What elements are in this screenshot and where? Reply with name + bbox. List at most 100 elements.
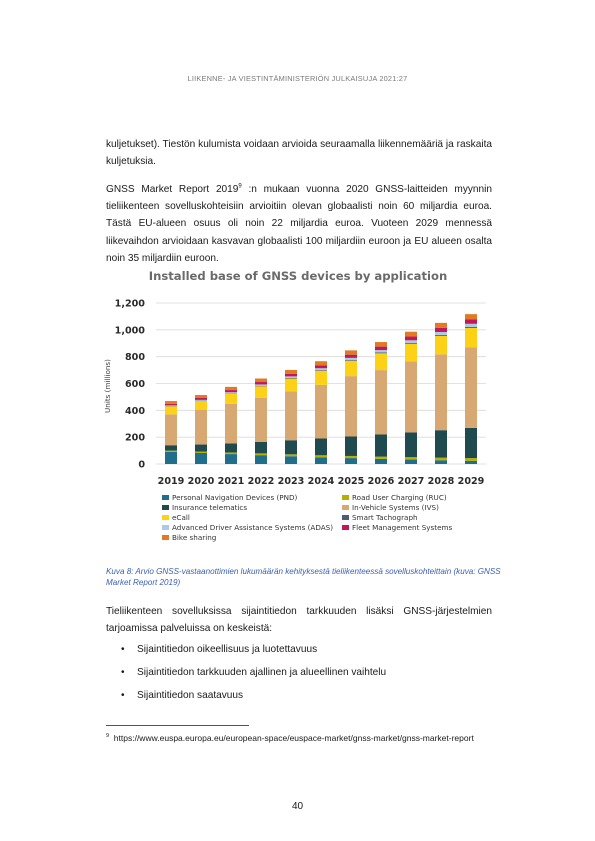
legend-swatch: [162, 535, 169, 540]
legend-swatch: [162, 495, 169, 500]
bar-segment: [435, 335, 447, 355]
bar-segment: [255, 386, 267, 398]
bar-segment: [315, 365, 327, 369]
bar-segment: [165, 401, 177, 404]
footnote-divider: [106, 725, 249, 726]
bar-segment: [435, 322, 447, 328]
footnote-reference[interactable]: 9: [238, 183, 242, 190]
legend-swatch: [342, 505, 349, 510]
x-tick-label: 2019: [158, 476, 185, 487]
figure-caption: Kuva 8: Arvio GNSS-vastaanottimien lukum…: [106, 567, 501, 587]
bar-segment: [195, 452, 207, 464]
list-item: • Sijaintitiedon tarkkuuden ajallinen ja …: [106, 666, 496, 689]
bar-segment: [465, 327, 477, 348]
bar-segment: [405, 342, 417, 344]
x-tick-label: 2023: [278, 476, 305, 487]
legend-swatch: [342, 515, 349, 520]
list-item: • Sijaintitiedon oikeellisuus ja luotetta…: [106, 643, 496, 666]
footnote-number: 9: [106, 733, 110, 739]
bar-segment: [315, 455, 327, 458]
bar-segment: [225, 452, 237, 455]
legend-swatch: [162, 505, 169, 510]
page-number: 40: [291, 801, 304, 812]
bar-segment: [165, 403, 177, 406]
bar-segment: [315, 370, 327, 371]
bar-segment: [375, 342, 387, 347]
bar-segment: [165, 445, 177, 451]
bar-segment: [255, 397, 267, 442]
legend-swatch: [342, 495, 349, 500]
x-tick-label: 2021: [218, 476, 245, 487]
bar-segment: [345, 376, 357, 437]
bar-segment: [195, 401, 207, 410]
chart-bars: [165, 314, 477, 464]
bar-segment: [255, 384, 267, 386]
bar-segment: [375, 353, 387, 371]
bar-segment: [405, 457, 417, 460]
gnss-installed-base-chart: Installed base of GNSS devices by applic…: [103, 269, 486, 542]
list-item-text: Sijaintitiedon saatavuus: [137, 690, 244, 701]
bar-segment: [345, 354, 357, 358]
paragraph-key-services: Tieliikenteen sovelluksissa sijaintitied…: [106, 606, 492, 635]
bar-segment: [165, 451, 177, 464]
bar-segment: [285, 377, 297, 379]
chart-gridlines: [156, 302, 486, 465]
chart-x-ticks: 2019 2020 2021 2022 2023 2024 2025 2026 2027 2028…: [158, 476, 485, 487]
bar-segment: [165, 414, 177, 446]
bar-segment: [165, 405, 177, 407]
bar-segment: [345, 350, 357, 355]
y-tick-label: 200: [125, 433, 145, 444]
footnote: 9 https://www.euspa.europa.eu/european-s…: [106, 731, 486, 744]
legend-label: In-Vehicle Systems (IVS): [352, 503, 439, 512]
bar-segment: [405, 459, 417, 464]
bar-segment: [225, 392, 237, 394]
bar-segment: [225, 390, 237, 393]
bar-segment: [225, 403, 237, 444]
y-tick-label: 0: [138, 460, 145, 471]
bar-segment: [195, 397, 207, 400]
bar-segment: [255, 453, 267, 456]
bar-segment: [435, 460, 447, 464]
bar-segment: [285, 440, 297, 455]
bar-segment: [405, 361, 417, 433]
bar-segment: [165, 406, 177, 415]
bar-segment: [315, 438, 327, 456]
bar-segment: [195, 395, 207, 398]
legend-label: Smart Tachograph: [352, 513, 418, 522]
bar-segment: [375, 370, 387, 435]
x-tick-label: 2027: [398, 476, 425, 487]
bar-segment: [435, 430, 447, 458]
bar-segment: [375, 346, 387, 351]
bar-segment: [225, 393, 237, 404]
x-tick-label: 2020: [188, 476, 215, 487]
bar-segment: [195, 409, 207, 445]
bar-segment: [465, 458, 477, 461]
key-requirements-list: • Sijaintitiedon oikeellisuus ja luotetta…: [106, 643, 496, 712]
bar-segment: [375, 350, 387, 353]
paragraph-gnss-market-body: :n mukaan vuonna 2020 GNSS-laitteiden my…: [106, 184, 492, 264]
legend-label: Fleet Management Systems: [352, 523, 453, 532]
y-tick-label: 1,200: [115, 299, 146, 310]
bar-segment: [345, 360, 357, 377]
bar-segment: [255, 382, 267, 385]
bar-segment: [435, 334, 447, 336]
bar-segment: [285, 376, 297, 378]
paragraph-road-wear: kuljetukset). Tiestön kulumista voidaan …: [106, 139, 492, 168]
bar-segment: [285, 456, 297, 464]
bar-segment: [405, 336, 417, 341]
x-tick-label: 2026: [368, 476, 395, 487]
bar-segment: [375, 352, 387, 354]
bar-segment: [375, 458, 387, 464]
bar-segment: [465, 323, 477, 328]
chart-legend: Personal Navigation Devices (PND) Road Us…: [162, 493, 453, 542]
chart-y-axis-label: Units (millions): [103, 359, 112, 413]
footnote-link[interactable]: https://www.euspa.europa.eu/european-spa…: [113, 732, 474, 743]
list-item-text: Sijaintitiedon oikeellisuus ja luotettav…: [137, 644, 318, 655]
bar-segment: [285, 373, 297, 377]
x-tick-label: 2022: [248, 476, 275, 487]
bar-segment: [465, 319, 477, 324]
bar-segment: [345, 455, 357, 459]
y-tick-label: 800: [125, 352, 145, 363]
bullet-icon: •: [121, 690, 125, 701]
chart-title: Installed base of GNSS devices by applic…: [149, 269, 447, 283]
